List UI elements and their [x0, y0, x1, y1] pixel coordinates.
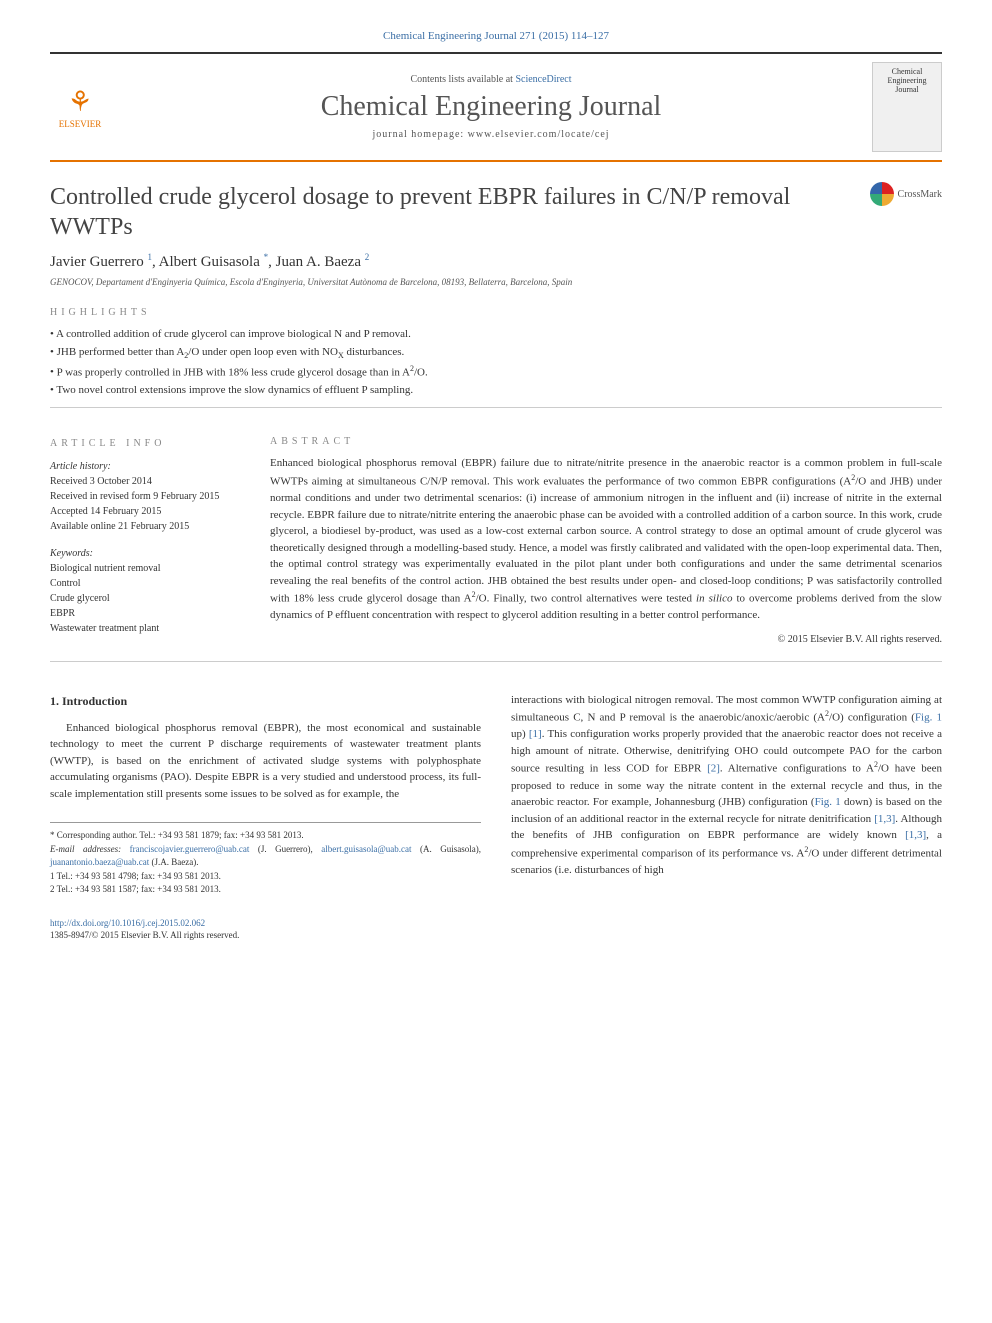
abstract-section: ABSTRACT Enhanced biological phosphorus …: [270, 420, 942, 644]
issn-line: 1385-8947/© 2015 Elsevier B.V. All right…: [50, 930, 239, 940]
authors: Javier Guerrero 1, Albert Guisasola *, J…: [50, 252, 942, 271]
crossmark-label: CrossMark: [898, 189, 942, 200]
footnote-2: 2 Tel.: +34 93 581 1587; fax: +34 93 581…: [50, 883, 481, 897]
email-link-2[interactable]: albert.guisasola@uab.cat: [321, 844, 411, 854]
footnote-1: 1 Tel.: +34 93 581 4798; fax: +34 93 581…: [50, 870, 481, 884]
email-who-2: (A. Guisasola),: [412, 844, 481, 854]
publisher-name: ELSEVIER: [59, 119, 102, 129]
emails-line: E-mail addresses: franciscojavier.guerre…: [50, 843, 481, 870]
affiliation: GENOCOV, Departament d'Enginyeria Químic…: [50, 277, 942, 287]
copyright-line: © 2015 Elsevier B.V. All rights reserved…: [270, 634, 942, 645]
intro-heading: 1. Introduction: [50, 692, 481, 710]
history-heading: Article history:: [50, 459, 240, 474]
email-link-1[interactable]: franciscojavier.guerrero@uab.cat: [130, 844, 250, 854]
history-list: Received 3 October 2014Received in revis…: [50, 474, 240, 534]
footnotes: * Corresponding author. Tel.: +34 93 581…: [50, 822, 481, 897]
line-item: Control: [50, 576, 240, 591]
sciencedirect-link[interactable]: ScienceDirect: [515, 74, 571, 85]
crossmark-icon: [870, 182, 894, 206]
line-item: Available online 21 February 2015: [50, 519, 240, 534]
keywords-heading: Keywords:: [50, 546, 240, 561]
email-who-3: (J.A. Baeza).: [149, 857, 198, 867]
list-item: JHB performed better than A2/O under ope…: [50, 344, 942, 363]
homepage-line: journal homepage: www.elsevier.com/locat…: [110, 129, 872, 140]
abstract-label: ABSTRACT: [270, 436, 942, 447]
emails-label: E-mail addresses:: [50, 844, 130, 854]
right-column: interactions with biological nitrogen re…: [511, 692, 942, 942]
homepage-prefix: journal homepage:: [372, 129, 467, 140]
crossmark-badge[interactable]: CrossMark: [870, 182, 942, 206]
left-column: 1. Introduction Enhanced biological phos…: [50, 692, 481, 942]
doi-link[interactable]: http://dx.doi.org/10.1016/j.cej.2015.02.…: [50, 918, 205, 928]
list-item: A controlled addition of crude glycerol …: [50, 326, 942, 344]
intro-paragraph-right: interactions with biological nitrogen re…: [511, 692, 942, 878]
line-item: Biological nutrient removal: [50, 561, 240, 576]
contents-prefix: Contents lists available at: [410, 74, 515, 85]
corresponding-author-note: * Corresponding author. Tel.: +34 93 581…: [50, 829, 481, 843]
homepage-url[interactable]: www.elsevier.com/locate/cej: [468, 129, 610, 140]
elsevier-tree-icon: ⚘: [67, 85, 92, 119]
line-item: Crude glycerol: [50, 591, 240, 606]
journal-header: ⚘ ELSEVIER Contents lists available at S…: [50, 52, 942, 162]
paper-title: Controlled crude glycerol dosage to prev…: [50, 182, 870, 242]
intro-paragraph-left: Enhanced biological phosphorus removal (…: [50, 720, 481, 803]
email-link-3[interactable]: juanantonio.baeza@uab.cat: [50, 857, 149, 867]
list-item: Two novel control extensions improve the…: [50, 382, 942, 400]
elsevier-logo: ⚘ ELSEVIER: [50, 77, 110, 137]
abstract-text: Enhanced biological phosphorus removal (…: [270, 455, 942, 623]
keywords-list: Biological nutrient removalControlCrude …: [50, 561, 240, 636]
line-item: Received 3 October 2014: [50, 474, 240, 489]
list-item: P was properly controlled in JHB with 18…: [50, 363, 942, 382]
journal-cover-thumbnail: Chemical Engineering Journal: [872, 62, 942, 152]
doi-block: http://dx.doi.org/10.1016/j.cej.2015.02.…: [50, 917, 481, 942]
body-columns: 1. Introduction Enhanced biological phos…: [50, 692, 942, 942]
journal-reference: Chemical Engineering Journal 271 (2015) …: [50, 30, 942, 42]
highlights-label: HIGHLIGHTS: [50, 307, 942, 318]
article-info: ARTICLE INFO Article history: Received 3…: [50, 420, 240, 644]
line-item: Wastewater treatment plant: [50, 621, 240, 636]
highlights-section: HIGHLIGHTS A controlled addition of crud…: [50, 307, 942, 408]
line-item: Received in revised form 9 February 2015: [50, 489, 240, 504]
contents-line: Contents lists available at ScienceDirec…: [110, 74, 872, 85]
line-item: EBPR: [50, 606, 240, 621]
article-info-label: ARTICLE INFO: [50, 436, 240, 451]
email-who-1: (J. Guerrero),: [249, 844, 321, 854]
cover-title: Chemical Engineering Journal: [877, 67, 937, 94]
line-item: Accepted 14 February 2015: [50, 504, 240, 519]
journal-name: Chemical Engineering Journal: [110, 91, 872, 123]
highlights-list: A controlled addition of crude glycerol …: [50, 326, 942, 408]
